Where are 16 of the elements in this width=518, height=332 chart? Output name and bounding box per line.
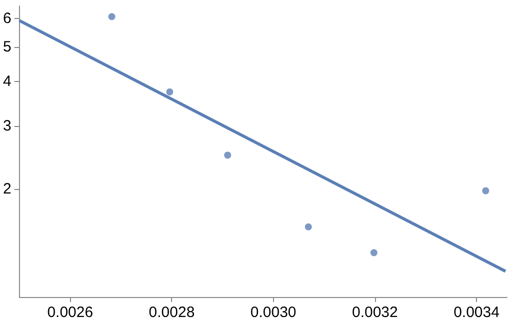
point [108,13,116,20]
x-tick-label: 0.0030 [250,304,296,321]
y-tick-label: 5 [3,38,12,56]
y-tick-label: 2 [3,180,12,198]
x-tick-label: 0.0034 [454,304,500,321]
y-tick-label: 3 [3,118,12,135]
point [166,88,174,96]
x-tick-label: 0.0026 [47,304,94,321]
x-tick-label: 0.0032 [352,304,398,321]
x-tick-label: 0.0028 [148,304,195,321]
point [304,223,312,230]
point [482,187,490,194]
y-tick-label: 4 [3,72,12,90]
point [224,152,232,159]
point [370,249,378,256]
y-tick-label: 6 [3,10,12,27]
